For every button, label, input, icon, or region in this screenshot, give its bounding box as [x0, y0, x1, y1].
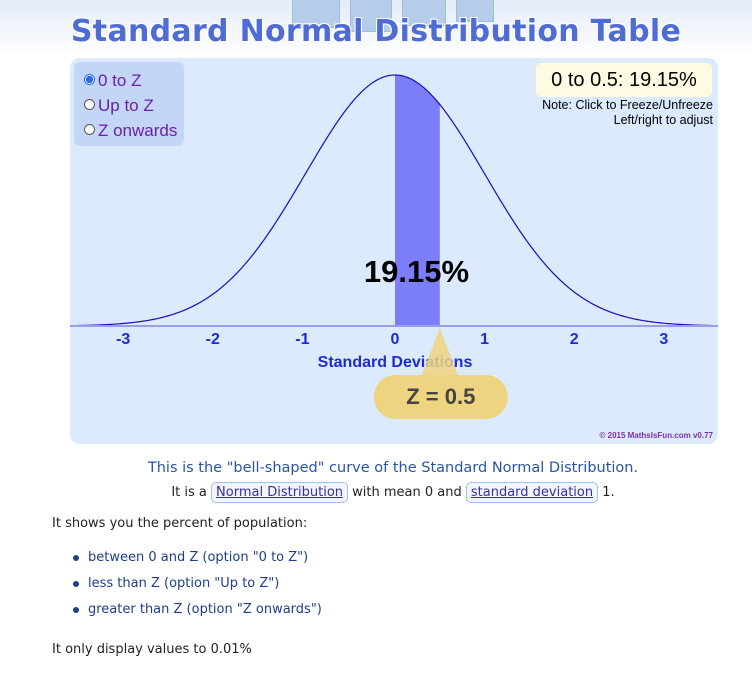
curve-subcaption: It is a Normal Distribution with mean 0 …: [0, 482, 752, 503]
x-tick-label: 2: [570, 331, 579, 348]
distribution-widget[interactable]: -3 -2 -1 0 1 2 3 Standard Deviations 19.15% Z = …: [70, 58, 718, 444]
list-item: greater than Z (option "Z onwards"): [70, 599, 322, 625]
copyright-text: © 2015 MathsIsFun.com v0.77: [599, 431, 714, 440]
note-line-freeze: Note: Click to Freeze/Unfreeze: [542, 98, 713, 112]
page-header: Standard Normal Distribution Table: [0, 0, 752, 56]
x-tick-label: -2: [206, 331, 220, 348]
normal-distribution-link[interactable]: Normal Distribution: [211, 482, 349, 503]
radio-icon[interactable]: [84, 99, 95, 110]
option-label: Up to Z: [98, 96, 154, 115]
header-building-art: [456, 0, 494, 22]
x-tick-label: 3: [659, 331, 668, 348]
option-explanations: between 0 and Z (option "0 to Z") less t…: [70, 547, 322, 625]
curve-caption: This is the "bell-shaped" curve of the S…: [147, 460, 639, 476]
subcaption-text: It is a: [171, 485, 212, 500]
option-up-to-z[interactable]: Up to Z: [84, 95, 154, 117]
page-title: Standard Normal Distribution Table: [70, 14, 682, 49]
population-intro: It shows you the percent of population:: [52, 516, 308, 531]
option-label: 0 to Z: [98, 71, 142, 90]
radio-selected-icon[interactable]: [84, 74, 95, 85]
x-tick-label: 0: [391, 331, 400, 348]
x-tick-label: -1: [295, 331, 309, 348]
usage-note: Note: Click to Freeze/Unfreeze Left/righ…: [542, 98, 713, 128]
subcaption-text: with mean 0 and: [348, 485, 466, 500]
percent-label: 19.15%: [364, 254, 469, 289]
x-tick-label: -3: [116, 331, 130, 348]
radio-icon[interactable]: [84, 124, 95, 135]
standard-deviation-link[interactable]: standard deviation: [465, 482, 599, 503]
list-item: less than Z (option "Up to Z"): [70, 573, 322, 599]
x-tick-label: 1: [480, 331, 489, 348]
result-display: 0 to 0.5: 19.15%: [536, 63, 712, 97]
subcaption-text: 1.: [598, 485, 615, 500]
header-building-art: [402, 0, 446, 26]
precision-note: It only display values to 0.01%: [52, 642, 252, 657]
option-0-to-z[interactable]: 0 to Z: [84, 70, 141, 92]
option-z-onwards[interactable]: Z onwards: [84, 120, 177, 142]
header-building-art: [350, 0, 392, 32]
z-bubble[interactable]: [373, 375, 508, 419]
z-pointer[interactable]: [419, 328, 460, 380]
shaded-area: [395, 75, 440, 326]
bell-curve-line: [72, 74, 718, 327]
header-building-art: [292, 0, 340, 28]
option-group: 0 to Z Up to Z Z onwards: [74, 62, 184, 146]
list-item: between 0 and Z (option "0 to Z"): [70, 547, 322, 573]
note-line-adjust: Left/right to adjust: [613, 113, 713, 127]
option-label: Z onwards: [98, 121, 178, 140]
z-value-label: Z = 0.5: [406, 384, 475, 409]
